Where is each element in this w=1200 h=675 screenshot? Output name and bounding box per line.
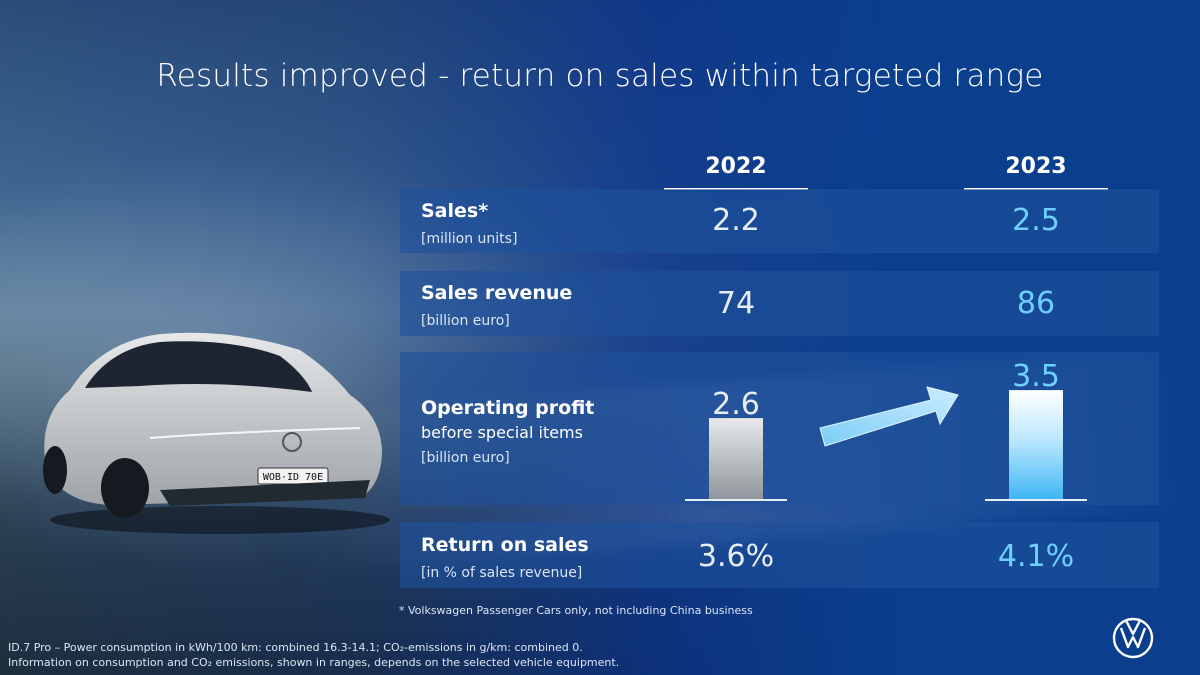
car-image: WOB·ID 70E [43, 332, 390, 534]
revenue-label: Sales revenue [421, 282, 573, 304]
ros-unit: [in % of sales revenue] [421, 565, 583, 581]
revenue-2023-value: 86 [1016, 286, 1056, 321]
profit-sublabel: before special items [421, 423, 583, 442]
sales-2022-value: 2.2 [712, 203, 760, 238]
disclaimer-line-2: Information on consumption and CO₂ emiss… [8, 656, 620, 669]
vw-logo-icon [1112, 617, 1154, 659]
profit-2022-label: 2.6 [712, 387, 760, 422]
profit-baseline-2023 [985, 499, 1087, 501]
year-2022-header: 2022 [705, 154, 767, 179]
operating-profit-chart: 2.6 3.5 [685, 359, 1087, 501]
profit-bar-2023 [1009, 390, 1063, 499]
disclaimer-line-1: ID.7 Pro – Power consumption in kWh/100 … [8, 641, 583, 654]
revenue-unit: [billion euro] [421, 313, 510, 329]
footnote: * Volkswagen Passenger Cars only, not in… [399, 604, 753, 617]
ros-2022-value: 3.6% [697, 539, 775, 574]
year-2023-header: 2023 [1005, 154, 1067, 179]
row-sales: Sales* [million units] 2.2 2.5 [400, 189, 1159, 253]
license-plate: WOB·ID 70E [263, 472, 323, 483]
profit-unit: [billion euro] [421, 450, 510, 466]
row-return-on-sales: Return on sales [in % of sales revenue] … [400, 522, 1159, 588]
profit-label: Operating profit [421, 397, 595, 419]
sales-2023-value: 2.5 [1012, 203, 1060, 238]
row-operating-profit: Operating profit before special items [b… [400, 352, 1159, 505]
sales-unit: [million units] [421, 231, 518, 247]
profit-baseline-2022 [685, 499, 787, 501]
profit-2023-label: 3.5 [1012, 359, 1060, 394]
sales-label: Sales* [421, 200, 489, 222]
ros-label: Return on sales [421, 534, 589, 556]
row-sales-revenue: Sales revenue [billion euro] 74 86 [400, 271, 1159, 336]
car-badge-icon [282, 432, 302, 452]
increase-arrow-icon [819, 386, 959, 447]
ros-2023-value: 4.1% [997, 539, 1075, 574]
slide-title: Results improved - return on sales withi… [156, 58, 1044, 94]
revenue-2022-value: 74 [716, 286, 756, 321]
profit-bar-2022 [709, 418, 763, 499]
